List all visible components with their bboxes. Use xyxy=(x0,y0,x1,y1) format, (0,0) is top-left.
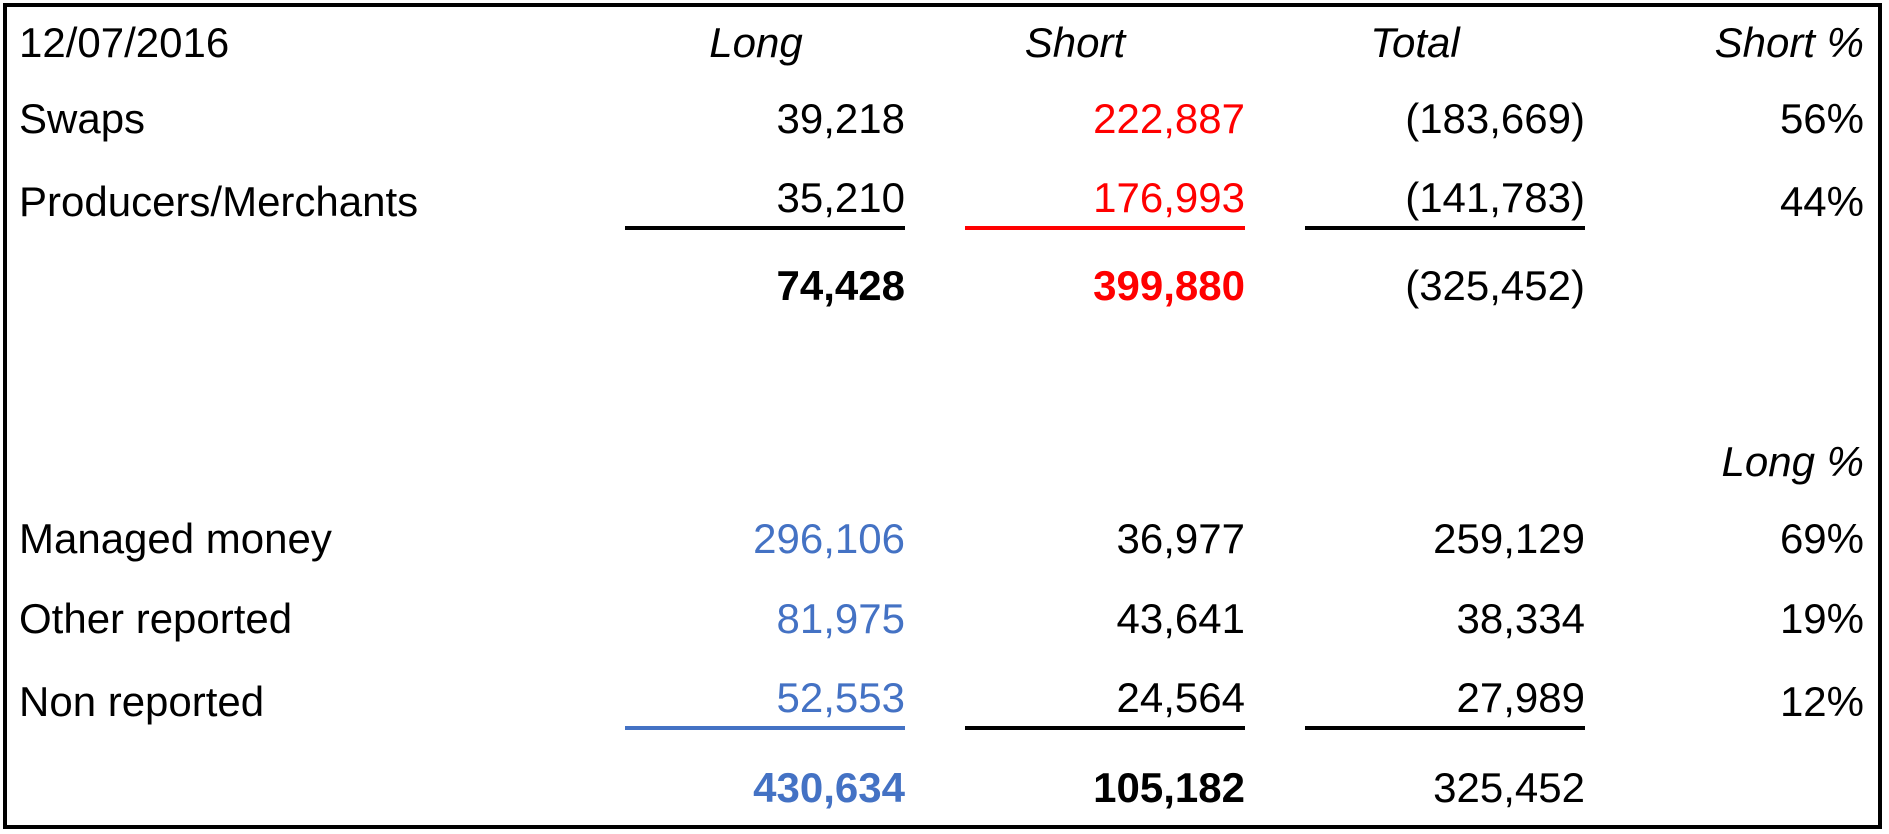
row-label-producers-merchants: Producers/Merchants xyxy=(19,178,419,225)
table-row-header: 12/07/2016 Long Short Total Short % xyxy=(7,7,1882,79)
underlined-value: 27,989 xyxy=(1305,674,1585,730)
cell-producers-short-pct: 44% xyxy=(1779,178,1864,225)
column-header-long: Long xyxy=(709,19,803,66)
row-label-swaps: Swaps xyxy=(19,95,146,142)
cell-swaps-total: (183,669) xyxy=(1405,95,1585,142)
cot-table-frame: 12/07/2016 Long Short Total Short % Swap… xyxy=(3,3,1882,829)
empty-cell xyxy=(1585,245,1882,327)
cell-total2-short: 105,182 xyxy=(1093,764,1245,811)
cell-total2-net: 325,452 xyxy=(1433,764,1585,811)
table-row-long-pct-header: Long % xyxy=(7,425,1882,499)
empty-cell xyxy=(7,745,607,831)
empty-cell xyxy=(607,425,905,499)
cell-swaps-short: 222,887 xyxy=(1093,95,1245,142)
empty-cell xyxy=(7,327,1882,425)
report-date: 12/07/2016 xyxy=(19,19,230,66)
table-row-spacer xyxy=(7,327,1882,425)
cell-nonrep-long-pct: 12% xyxy=(1779,678,1864,725)
row-label-non-reported: Non reported xyxy=(19,678,265,725)
cell-managed-long: 296,106 xyxy=(753,515,905,562)
cell-producers-long: 35,210 xyxy=(607,159,905,245)
cell-nonrep-short: 24,564 xyxy=(905,659,1245,745)
cell-producers-total: (141,783) xyxy=(1245,159,1585,245)
table-row-other-reported: Other reported 81,975 43,641 38,334 19% xyxy=(7,579,1882,659)
table-row-swaps: Swaps 39,218 222,887 (183,669) 56% xyxy=(7,79,1882,159)
empty-cell xyxy=(1245,425,1585,499)
empty-cell xyxy=(905,425,1245,499)
cot-positions-table: 12/07/2016 Long Short Total Short % Swap… xyxy=(7,7,1882,831)
table-row-non-reported: Non reported 52,553 24,564 27,989 12% xyxy=(7,659,1882,745)
table-row-producers-merchants: Producers/Merchants 35,210 176,993 (141,… xyxy=(7,159,1882,245)
empty-cell xyxy=(7,245,607,327)
cell-other-short: 43,641 xyxy=(1116,595,1245,642)
cell-swaps-short-pct: 56% xyxy=(1779,95,1864,142)
cell-producers-short: 176,993 xyxy=(905,159,1245,245)
cell-nonrep-long: 52,553 xyxy=(607,659,905,745)
cell-other-total: 38,334 xyxy=(1456,595,1585,642)
empty-cell xyxy=(1585,745,1882,831)
cell-other-long-pct: 19% xyxy=(1779,595,1864,642)
cell-total2-long: 430,634 xyxy=(753,764,905,811)
underlined-value: (141,783) xyxy=(1305,174,1585,230)
underlined-value: 35,210 xyxy=(625,174,905,230)
row-label-other-reported: Other reported xyxy=(19,595,293,642)
column-header-long-pct: Long % xyxy=(1721,438,1864,485)
underlined-value: 52,553 xyxy=(625,674,905,730)
column-header-total: Total xyxy=(1370,19,1460,66)
cell-nonrep-total: 27,989 xyxy=(1245,659,1585,745)
table-row-managed-money: Managed money 296,106 36,977 259,129 69% xyxy=(7,499,1882,579)
table-row-speculative-totals: 430,634 105,182 325,452 xyxy=(7,745,1882,831)
cell-total-short: 399,880 xyxy=(1093,262,1245,309)
cell-other-long: 81,975 xyxy=(776,595,905,642)
column-header-short-pct: Short % xyxy=(1714,19,1864,66)
empty-cell xyxy=(7,425,607,499)
row-label-managed-money: Managed money xyxy=(19,515,332,562)
underlined-value: 24,564 xyxy=(965,674,1245,730)
cell-managed-long-pct: 69% xyxy=(1779,515,1864,562)
cell-managed-total: 259,129 xyxy=(1433,515,1585,562)
column-header-short: Short xyxy=(1024,19,1126,66)
underlined-value: 176,993 xyxy=(965,174,1245,230)
cell-managed-short: 36,977 xyxy=(1116,515,1245,562)
table-row-commercial-totals: 74,428 399,880 (325,452) xyxy=(7,245,1882,327)
cell-total-net: (325,452) xyxy=(1405,262,1585,309)
cell-total-long: 74,428 xyxy=(776,262,905,309)
cell-swaps-long: 39,218 xyxy=(776,95,905,142)
